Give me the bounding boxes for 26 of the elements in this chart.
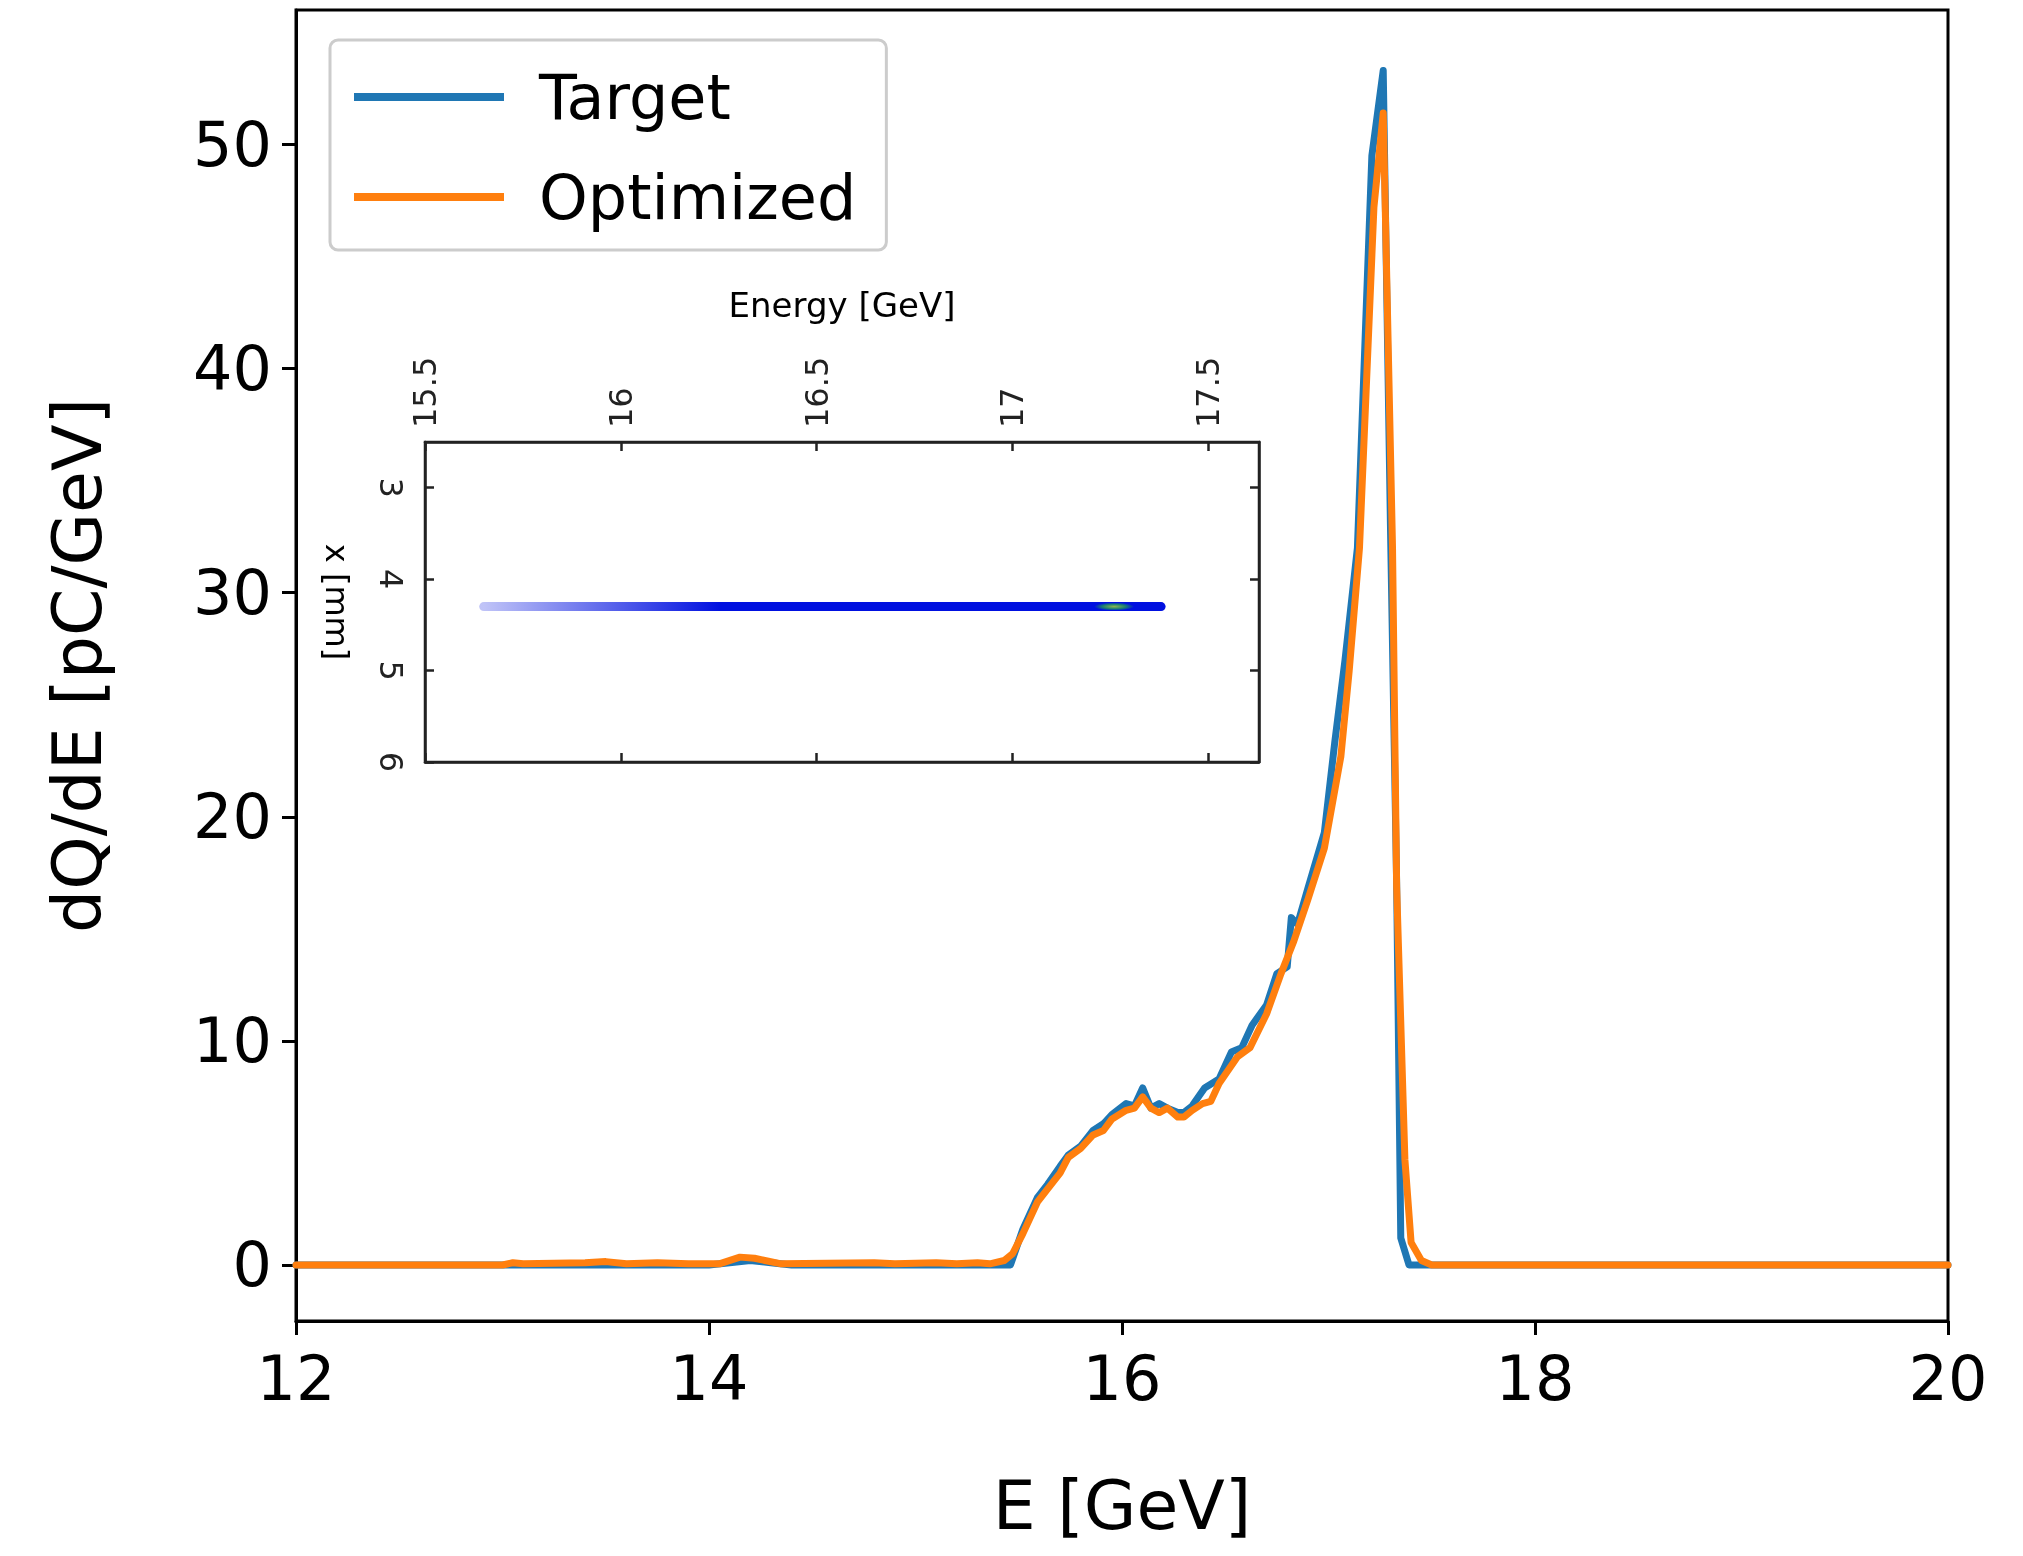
y-axis-title: dQ/dE [pC/GeV] <box>37 397 117 934</box>
x-tick-label: 17.5 <box>1189 356 1228 428</box>
x-tick-label: 16.5 <box>797 356 836 428</box>
x-axis-title: E [GeV] <box>992 1465 1252 1545</box>
x-tick-label: 12 <box>256 1341 336 1415</box>
x-tick-label: 17 <box>993 387 1032 428</box>
y-tick-label: 50 <box>193 107 272 181</box>
y-tick-label: 4 <box>372 568 410 590</box>
x-axis-title: Energy [GeV] <box>728 285 956 325</box>
y-tick-label: 6 <box>372 751 410 773</box>
y-tick-label: 3 <box>372 477 410 498</box>
y-axis-title: x [mm] <box>318 543 356 661</box>
x-tick-label: 16 <box>1082 1341 1162 1415</box>
x-tick-label: 16 <box>601 387 640 428</box>
legend-label: Optimized <box>539 160 857 234</box>
y-tick-label: 0 <box>232 1228 272 1302</box>
y-tick-label: 5 <box>372 660 410 681</box>
x-tick-label: 14 <box>669 1341 749 1415</box>
legend-label: Target <box>538 60 731 134</box>
y-tick-label: 40 <box>193 332 272 406</box>
y-tick-label: 10 <box>193 1004 272 1078</box>
x-tick-label: 20 <box>1908 1341 1988 1415</box>
y-tick-label: 30 <box>193 556 272 630</box>
x-tick-label: 18 <box>1495 1341 1575 1415</box>
y-tick-label: 20 <box>193 780 272 854</box>
x-tick-label: 15.5 <box>406 356 444 428</box>
